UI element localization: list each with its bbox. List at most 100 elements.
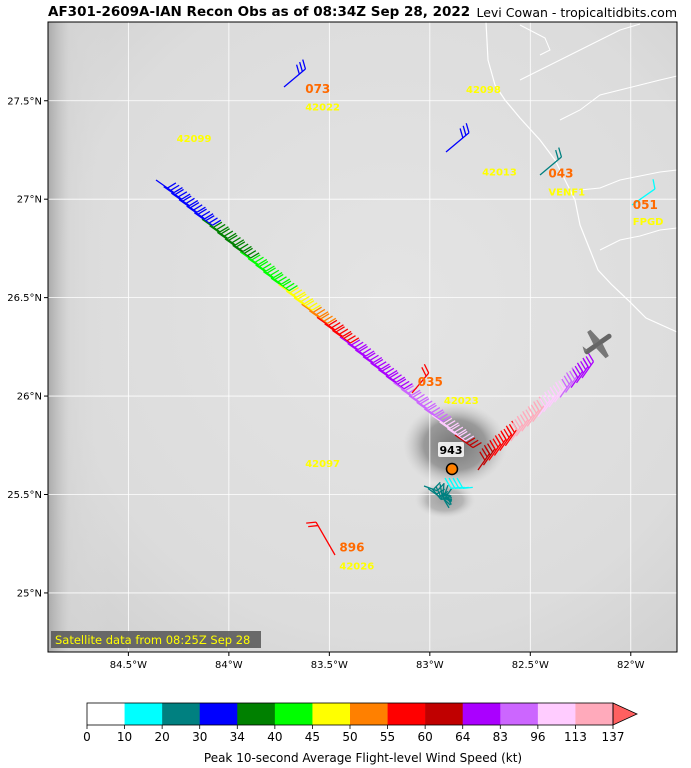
wind-barb bbox=[170, 192, 199, 207]
lat-tick-label: 26.5°N bbox=[7, 293, 42, 304]
wind-barb bbox=[283, 59, 307, 88]
lon-tick-label: 83.5°W bbox=[311, 660, 348, 671]
wind-barb bbox=[270, 277, 298, 292]
observation-labels: 073 043 051 035 896 bbox=[305, 82, 658, 555]
colorbar-segment bbox=[387, 703, 426, 725]
wind-barb bbox=[324, 323, 352, 338]
lat-tick-label: 26°N bbox=[17, 392, 42, 403]
wind-barb bbox=[216, 231, 245, 246]
station-labels: 42022 42099 42098 42013 VENF1 FPGD 42023 42097 4… bbox=[177, 85, 664, 572]
wind-barb bbox=[293, 297, 321, 311]
wind-barb bbox=[411, 363, 430, 394]
colorbar-segment bbox=[124, 703, 163, 725]
wind-barb bbox=[339, 336, 367, 351]
wind-barb bbox=[456, 477, 473, 490]
lon-tick-label: 82.5°W bbox=[512, 660, 549, 671]
satellite-note-box bbox=[51, 631, 261, 648]
colorbar-segment bbox=[350, 703, 388, 725]
wind-barb bbox=[416, 401, 444, 416]
wind-barb bbox=[285, 290, 314, 305]
colorbar-segment bbox=[462, 703, 501, 725]
wind-barb bbox=[385, 375, 413, 390]
wind-barb bbox=[443, 487, 453, 509]
wind-barb bbox=[278, 284, 306, 298]
station-42026: 42026 bbox=[339, 561, 374, 572]
obs-label-043: 043 bbox=[548, 167, 573, 181]
wind-barb bbox=[155, 179, 183, 194]
longitude-axis: 84.5°W 84°W 83.5°W 83°W 82.5°W 82°W bbox=[110, 652, 645, 671]
coastline bbox=[485, 22, 677, 333]
wind-barb bbox=[445, 123, 470, 153]
colorbar-tick-label: 113 bbox=[564, 730, 587, 744]
wind-barb bbox=[377, 369, 406, 383]
colorbar-label: Peak 10-second Average Flight-level Wind… bbox=[204, 751, 522, 765]
obs-label-896: 896 bbox=[339, 541, 364, 555]
wind-barb bbox=[201, 218, 229, 233]
wind-barb bbox=[423, 408, 452, 423]
obs-label-051: 051 bbox=[633, 198, 658, 212]
colorbar-tick-label: 60 bbox=[418, 730, 433, 744]
colorbar-tick-label: 34 bbox=[230, 730, 245, 744]
colorbar-tick-label: 64 bbox=[455, 730, 470, 744]
station-42098: 42098 bbox=[466, 85, 501, 96]
wind-barb bbox=[255, 264, 283, 279]
wind-barb bbox=[178, 199, 206, 213]
colorbar-tick-label: 137 bbox=[602, 730, 625, 744]
station-42022: 42022 bbox=[305, 103, 340, 114]
florida-coast bbox=[485, 22, 677, 333]
wind-barb bbox=[454, 434, 482, 449]
wind-barb bbox=[306, 521, 336, 556]
map-area: 42022 42099 42098 42013 VENF1 FPGD 42023 42097 4… bbox=[48, 22, 677, 652]
station-42023: 42023 bbox=[444, 396, 479, 407]
center-pressure-label: 943 bbox=[440, 444, 463, 457]
wind-barb bbox=[262, 271, 291, 285]
wind-barb bbox=[186, 205, 214, 220]
lon-tick-label: 82°W bbox=[617, 660, 645, 671]
wind-barb bbox=[308, 310, 337, 324]
lat-tick-label: 25°N bbox=[17, 588, 42, 599]
wind-barb bbox=[631, 179, 656, 206]
aircraft-icon bbox=[582, 329, 612, 359]
bay-outline bbox=[519, 24, 551, 56]
colorbar-segment bbox=[274, 703, 313, 725]
wind-barb bbox=[301, 303, 329, 318]
map-frame bbox=[47, 21, 678, 653]
colorbar-tick-label: 50 bbox=[342, 730, 357, 744]
station-42097: 42097 bbox=[305, 459, 340, 470]
inland-line-1 bbox=[519, 23, 641, 81]
wind-barb bbox=[354, 349, 383, 364]
lon-tick-label: 83°W bbox=[416, 660, 444, 671]
wind-barb bbox=[163, 186, 191, 200]
wind-barb bbox=[347, 342, 375, 357]
colorbar-tick-label: 0 bbox=[83, 730, 91, 744]
station-FPGD: FPGD bbox=[633, 217, 664, 228]
wind-barb bbox=[431, 414, 459, 429]
satellite-left-band bbox=[48, 22, 108, 652]
wind-barbs bbox=[155, 59, 656, 556]
wind-barb bbox=[408, 395, 436, 409]
wind-barb bbox=[400, 388, 429, 403]
wind-barb bbox=[439, 421, 467, 436]
wind-barb bbox=[232, 244, 260, 259]
wind-barb bbox=[224, 238, 252, 253]
colorbar-extend-arrow bbox=[612, 702, 638, 726]
colorbar-segment bbox=[575, 703, 614, 725]
colorbar-tick-label: 10 bbox=[117, 730, 132, 744]
colorbar-tick-label: 30 bbox=[192, 730, 207, 744]
inland-line-4 bbox=[599, 227, 677, 251]
lon-tick-label: 84.5°W bbox=[110, 660, 147, 671]
wind-barb bbox=[239, 251, 268, 266]
station-VENF1: VENF1 bbox=[548, 187, 585, 198]
grid-lines bbox=[48, 22, 677, 652]
wind-barb bbox=[331, 329, 360, 344]
colorbar: 0 10 20 30 34 40 45 50 55 60 64 83 96 113 137 bbox=[83, 702, 638, 744]
colorbar-segment bbox=[500, 703, 539, 725]
latitude-axis: 27.5°N 27°N 26.5°N 26°N 25.5°N 25°N bbox=[7, 96, 48, 599]
colorbar-tick-label: 83 bbox=[493, 730, 508, 744]
station-42013: 42013 bbox=[482, 168, 517, 179]
obs-label-035: 035 bbox=[418, 375, 443, 389]
colorbar-segment bbox=[87, 703, 125, 725]
satellite-note: Satellite data from 08:25Z Sep 28 bbox=[55, 633, 250, 647]
inland-line-3 bbox=[579, 169, 677, 191]
